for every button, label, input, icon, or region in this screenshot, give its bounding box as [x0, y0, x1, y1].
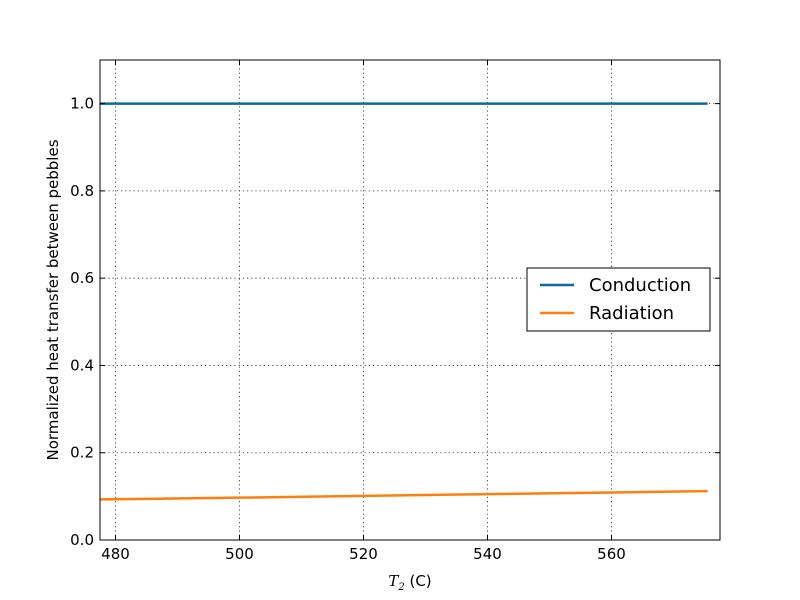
x-tick-label: 500 [225, 545, 254, 563]
plot-frame [99, 59, 721, 541]
x-axis-label-variable: T [388, 572, 399, 590]
x-axis-label-unit: (C) [409, 572, 431, 590]
series-layer [99, 102, 708, 501]
y-axis-label: Normalized heat transfer between pebbles [44, 139, 62, 460]
y-tick-label: 0.0 [70, 531, 94, 549]
y-tick-label: 0.8 [70, 182, 94, 200]
series-line-radiation [99, 489, 708, 501]
x-tick-label: 540 [473, 545, 502, 563]
ticks: 480 500 520 540 560 0.0 0.2 0.4 0.6 0.8 1.0 [70, 60, 720, 563]
x-tick-label: 560 [597, 545, 626, 563]
x-tick-label: 520 [349, 545, 378, 563]
legend: Conduction Radiation [526, 267, 711, 332]
x-axis-label: T2 (C) [388, 572, 431, 593]
legend-label-radiation: Radiation [589, 303, 674, 324]
x-axis-label-subscript: 2 [397, 582, 404, 593]
y-tick-label: 0.6 [70, 269, 94, 287]
legend-label-conduction: Conduction [589, 275, 691, 296]
x-tick-label: 480 [101, 545, 130, 563]
legend-box [526, 267, 711, 332]
y-tick-label: 0.2 [70, 444, 94, 462]
y-tick-label: 1.0 [70, 95, 94, 113]
y-tick-label: 0.4 [70, 356, 94, 374]
